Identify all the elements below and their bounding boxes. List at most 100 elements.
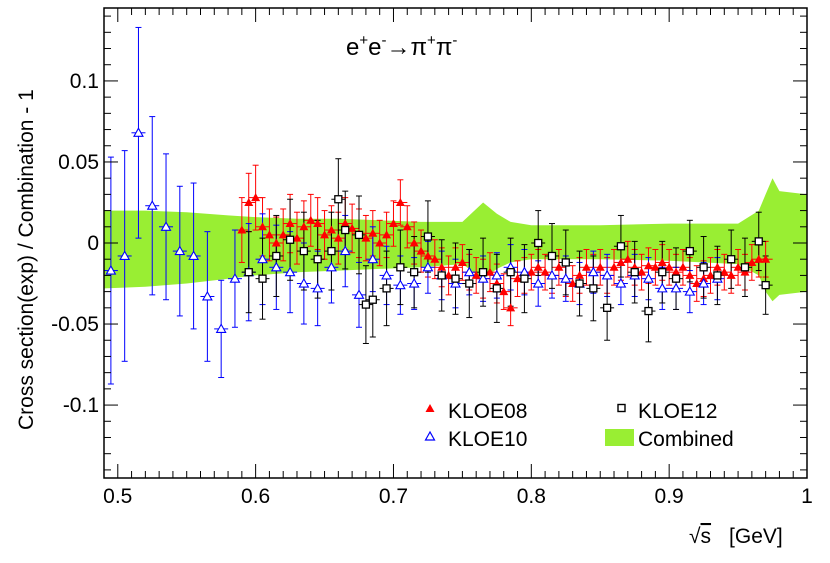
legend: KLOE08 KLOE12 KLOE10 Combined [424,400,734,451]
annot-e2: e [368,34,381,61]
kloe08-point [664,262,674,271]
kloe10-point [546,269,558,280]
kloe10-point [229,273,241,283]
kloe10-point [422,261,434,272]
kloe10-point [105,264,117,275]
legend-label-combined: Combined [638,428,734,451]
kloe08-point [313,219,323,228]
annot-sup-plus1: + [359,32,368,49]
kloe08-point [437,262,447,271]
kloe10-point [532,277,544,288]
x-axis-var: s [701,525,712,548]
kloe12-point [478,268,488,277]
kloe08-point [333,233,343,242]
kloe12-point [258,274,267,283]
kloe12-point [244,268,253,277]
kloe08-point [754,254,764,263]
y-tick-label: -0.05 [51,313,99,336]
kloe08-point [258,222,268,231]
kloe10-point [119,250,131,261]
kloe10-point [394,279,406,290]
kloe10-point [670,282,682,293]
kloe12-point [761,280,770,290]
kloe12-point [520,274,529,283]
kloe10-point [326,261,337,272]
kloe08-point [361,233,371,242]
kloe10-point [698,277,710,288]
kloe08-point [347,223,357,232]
kloe10-point [353,289,365,299]
kloe08-point [616,257,626,266]
annot-pi2: π [436,34,453,61]
kloe08-point [726,270,736,279]
kloe12-point [299,246,309,256]
kloe12-point [313,255,322,264]
kloe12-point [492,284,502,293]
kloe10-point [491,269,503,280]
kloe10-point [339,245,351,256]
kloe08-point [533,262,543,271]
kloe10-point [133,127,144,137]
annot-arrow-pi: →π [386,34,427,61]
kloe08-point [712,262,722,271]
kloe08-point [444,270,454,279]
kloe10-point [312,282,324,293]
kloe12-point [327,246,336,256]
kloe08-point [671,267,681,276]
kloe10-point [560,273,572,283]
kloe12-point [602,303,612,312]
marker-layer [105,127,771,333]
kloe08-point [568,279,578,288]
kloe08-point [733,262,743,271]
kloe12-point [382,284,391,293]
kloe08-point [506,303,516,312]
kloe08-point [292,233,302,242]
kloe10-point [270,261,282,272]
kloe08-point [237,225,247,234]
kloe08-point [375,238,385,247]
y-tick-label: 0.05 [58,151,99,174]
kloe12-point [699,263,708,272]
kloe08-point [278,230,288,239]
kloe12-point [644,306,653,316]
kloe08-point [678,262,688,271]
kloe12-point [361,300,371,309]
annot-sup-plus2: + [427,32,436,49]
kloe10-point [587,266,599,277]
kloe10-point [615,277,627,288]
x-tick-label: 0.9 [655,485,684,508]
kloe08-point [761,254,771,263]
kloe08-point [623,254,633,263]
error-bar-layer [103,26,773,385]
kloe10-point [601,269,613,280]
kloe12-point [754,237,763,246]
x-tick-label: 0.7 [379,485,408,508]
legend-marker-kloe08 [425,404,435,412]
kloe12-point [575,279,584,288]
x-tick-label: 0.8 [517,485,546,508]
kloe08-point [499,287,509,296]
kloe12-point [423,232,433,241]
kloe08-point [423,251,433,260]
kloe08-point [395,197,405,206]
x-axis-root-symbol: √ [689,525,701,548]
kloe08-point [692,279,702,288]
kloe10-point [146,200,158,210]
kloe10-point [643,273,654,283]
kloe08-point [320,230,330,239]
kloe12-point [740,263,750,272]
kloe08-point [637,267,647,276]
kloe12-point [285,235,295,244]
kloe08-point [581,262,591,271]
kloe10-point [463,266,475,277]
x-tick-label: 0.5 [103,485,132,508]
kloe08-point [719,267,729,276]
kloe10-point [215,323,227,333]
y-tick-label: 0.1 [70,70,99,93]
legend-label-kloe10: KLOE10 [448,428,527,451]
annot-sup-minus2: - [452,32,457,49]
kloe10-point [656,282,668,293]
x-tick-label: 1 [801,485,813,508]
kloe08-point [306,215,316,224]
kloe12-point [658,268,667,277]
